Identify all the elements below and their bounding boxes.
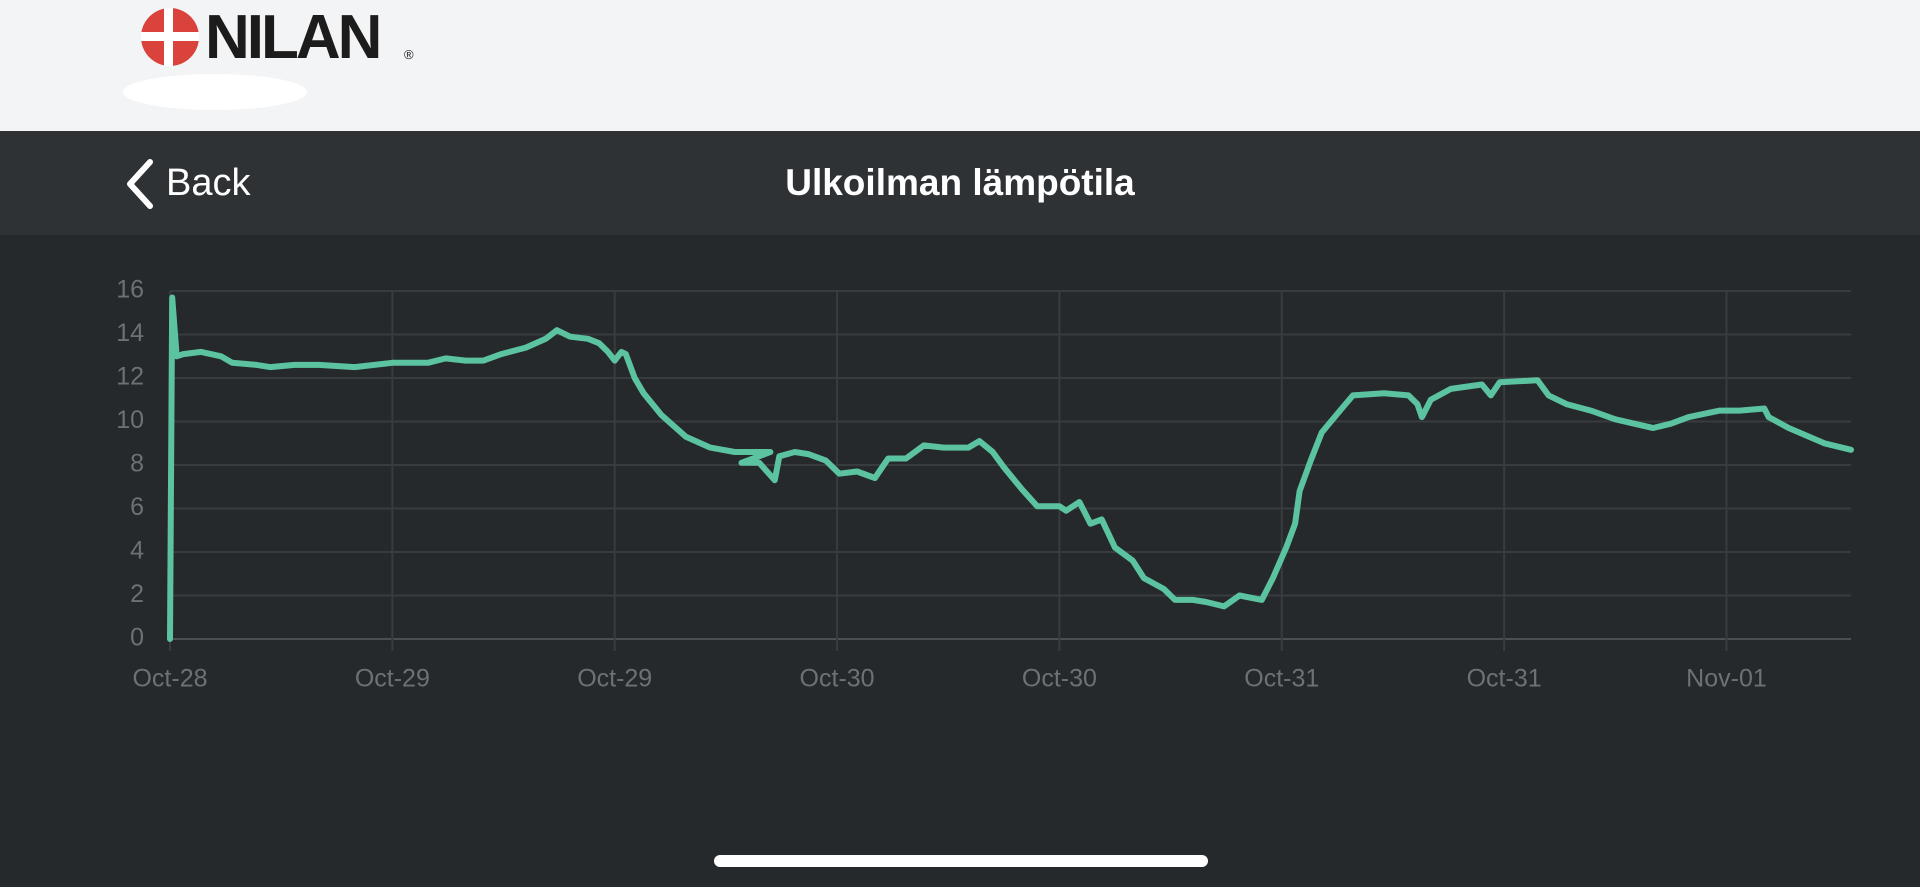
y-tick-label: 14 <box>116 319 144 347</box>
home-indicator <box>714 855 1208 867</box>
x-tick-label: Oct-30 <box>1022 665 1097 693</box>
chart: 0 2 4 6 8 10 12 14 16 Oct-28 Oct-29 Oct-29 Oct-30 Oct… <box>116 276 1854 693</box>
x-tick-label: Oct-28 <box>132 665 207 693</box>
x-tick-label: Nov-01 <box>1686 665 1767 693</box>
logo-mark: ® <box>404 47 414 62</box>
header-bg <box>0 0 1920 131</box>
x-tick-label: Oct-29 <box>577 665 652 693</box>
y-tick-label: 2 <box>130 580 144 608</box>
page-title: Ulkoilman lämpötila <box>785 162 1135 203</box>
x-tick-label: Oct-31 <box>1467 665 1542 693</box>
logo-text: NILAN <box>205 3 379 72</box>
x-tick-label: Oct-30 <box>800 665 875 693</box>
redacted-blob <box>123 74 307 110</box>
temperature-line <box>167 294 1854 642</box>
y-tick-label: 10 <box>116 406 144 434</box>
y-tick-label: 4 <box>130 537 144 565</box>
y-tick-label: 16 <box>116 276 144 304</box>
back-label[interactable]: Back <box>166 162 251 204</box>
x-tick-label: Oct-31 <box>1244 665 1319 693</box>
y-tick-label: 0 <box>130 624 144 652</box>
logo-cross-v <box>164 8 173 66</box>
y-tick-label: 8 <box>130 450 144 478</box>
logo: NILAN ® <box>141 3 414 72</box>
y-tick-label: 12 <box>116 363 144 391</box>
nav-bar <box>0 131 1920 235</box>
back-chevron <box>127 159 153 209</box>
back-button[interactable]: Back <box>127 159 251 209</box>
x-tick-label: Oct-29 <box>355 665 430 693</box>
y-tick-label: 6 <box>130 493 144 521</box>
